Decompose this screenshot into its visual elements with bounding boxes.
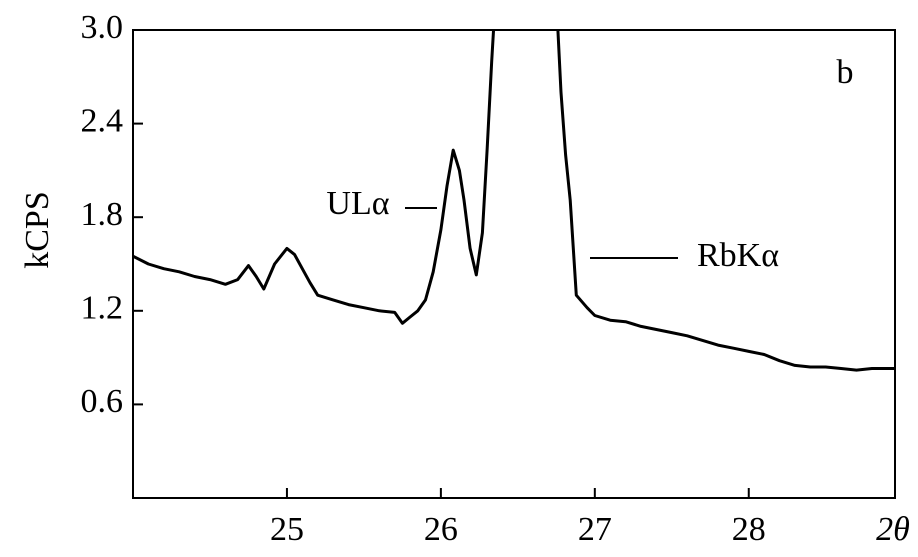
y-tick-label: 2.4 xyxy=(81,102,124,139)
x-axis-label: 2θ xyxy=(876,511,910,548)
x-tick-label: 26 xyxy=(424,511,458,548)
y-tick-label: 3.0 xyxy=(81,9,124,46)
data-line xyxy=(133,30,895,372)
x-tick-label: 28 xyxy=(732,511,766,548)
y-tick-label: 0.6 xyxy=(81,383,124,420)
y-tick-label: 1.2 xyxy=(81,290,124,327)
plot-frame xyxy=(132,29,896,499)
x-tick-label: 27 xyxy=(578,511,612,548)
panel-label: b xyxy=(837,54,854,91)
annotation: ULα xyxy=(326,185,389,222)
x-tick-label: 25 xyxy=(270,511,304,548)
y-tick-label: 1.8 xyxy=(81,196,124,233)
annotation: RbKα xyxy=(697,237,779,274)
y-axis-label: kCPS xyxy=(19,191,56,269)
